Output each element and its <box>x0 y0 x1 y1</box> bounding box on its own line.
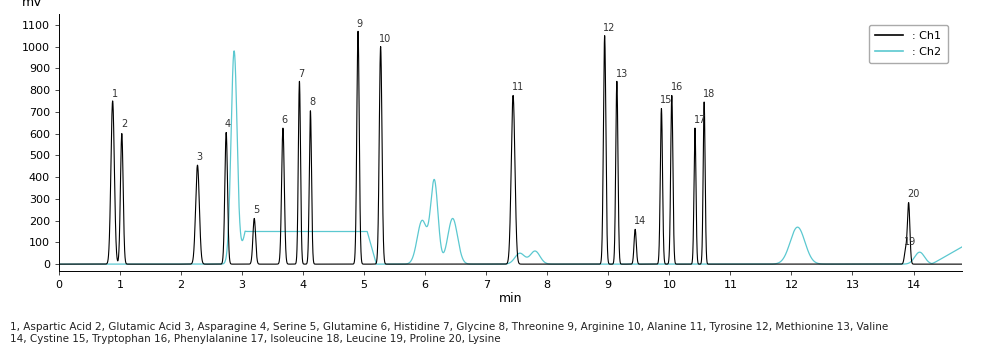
Text: 1: 1 <box>112 89 118 99</box>
Text: 19: 19 <box>904 237 916 247</box>
Text: 4: 4 <box>225 119 231 129</box>
Text: 16: 16 <box>671 82 682 92</box>
Text: 18: 18 <box>703 89 715 99</box>
Text: 8: 8 <box>309 98 315 108</box>
Text: 10: 10 <box>379 34 392 44</box>
Text: 3: 3 <box>196 152 202 162</box>
Legend: : Ch1, : Ch2: : Ch1, : Ch2 <box>869 25 948 64</box>
Text: 13: 13 <box>616 69 627 79</box>
Text: 11: 11 <box>512 82 524 92</box>
X-axis label: min: min <box>499 293 522 305</box>
Text: 1, Aspartic Acid 2, Glutamic Acid 3, Asparagine 4, Serine 5, Glutamine 6, Histid: 1, Aspartic Acid 2, Glutamic Acid 3, Asp… <box>10 322 888 344</box>
Text: 9: 9 <box>356 19 363 29</box>
Text: 6: 6 <box>282 115 288 125</box>
Text: 14: 14 <box>634 216 646 226</box>
Text: 20: 20 <box>907 189 920 199</box>
Text: 2: 2 <box>121 119 128 129</box>
Text: 15: 15 <box>660 95 673 105</box>
Text: 5: 5 <box>253 205 259 215</box>
Text: 12: 12 <box>603 24 616 33</box>
Y-axis label: mV: mV <box>22 0 42 9</box>
Text: 17: 17 <box>693 115 706 125</box>
Text: 7: 7 <box>299 69 304 79</box>
